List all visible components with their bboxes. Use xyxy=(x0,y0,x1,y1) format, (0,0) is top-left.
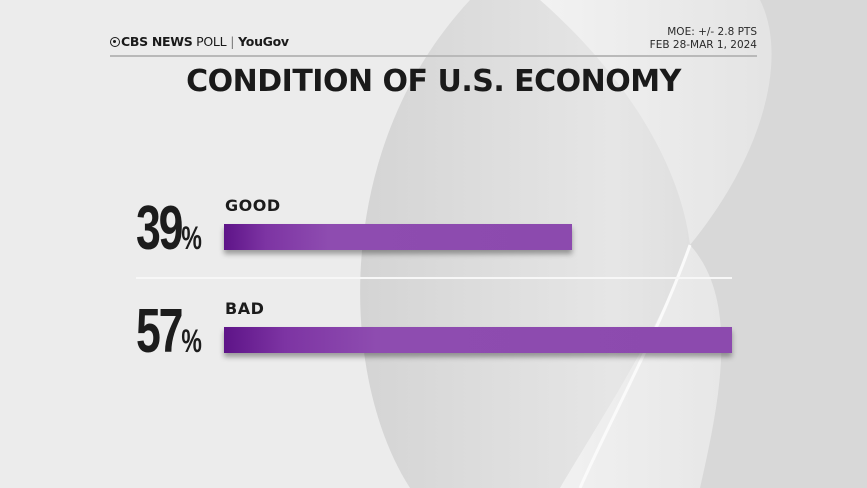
value-label: 39% xyxy=(136,198,202,269)
percent-sign: % xyxy=(181,323,202,359)
poll-meta: MOE: +/- 2.8 PTS FEB 28-MAR 1, 2024 xyxy=(650,26,757,52)
logo-separator: | xyxy=(230,34,235,49)
poll-dates: FEB 28-MAR 1, 2024 xyxy=(649,39,757,51)
brand-suffix: POLL xyxy=(196,34,227,49)
value-number: 39 xyxy=(136,194,183,263)
bar-bad xyxy=(224,327,732,353)
category-label: BAD xyxy=(225,299,265,318)
value-number: 57 xyxy=(136,297,183,366)
row-divider xyxy=(136,277,732,279)
category-label: GOOD xyxy=(225,196,281,215)
chart-title: CONDITION OF U.S. ECONOMY xyxy=(186,64,681,99)
cbs-yougov-logo: CBS NEWS POLL | YouGov xyxy=(110,34,289,49)
cbs-eye-icon xyxy=(110,37,120,47)
header-rule xyxy=(110,55,757,57)
percent-sign: % xyxy=(181,220,202,256)
value-label: 57% xyxy=(136,301,202,372)
brand: CBS NEWS xyxy=(121,34,193,49)
partner: YouGov xyxy=(238,34,289,49)
margin-of-error: MOE: +/- 2.8 PTS xyxy=(667,26,757,38)
bar-good xyxy=(224,224,572,250)
